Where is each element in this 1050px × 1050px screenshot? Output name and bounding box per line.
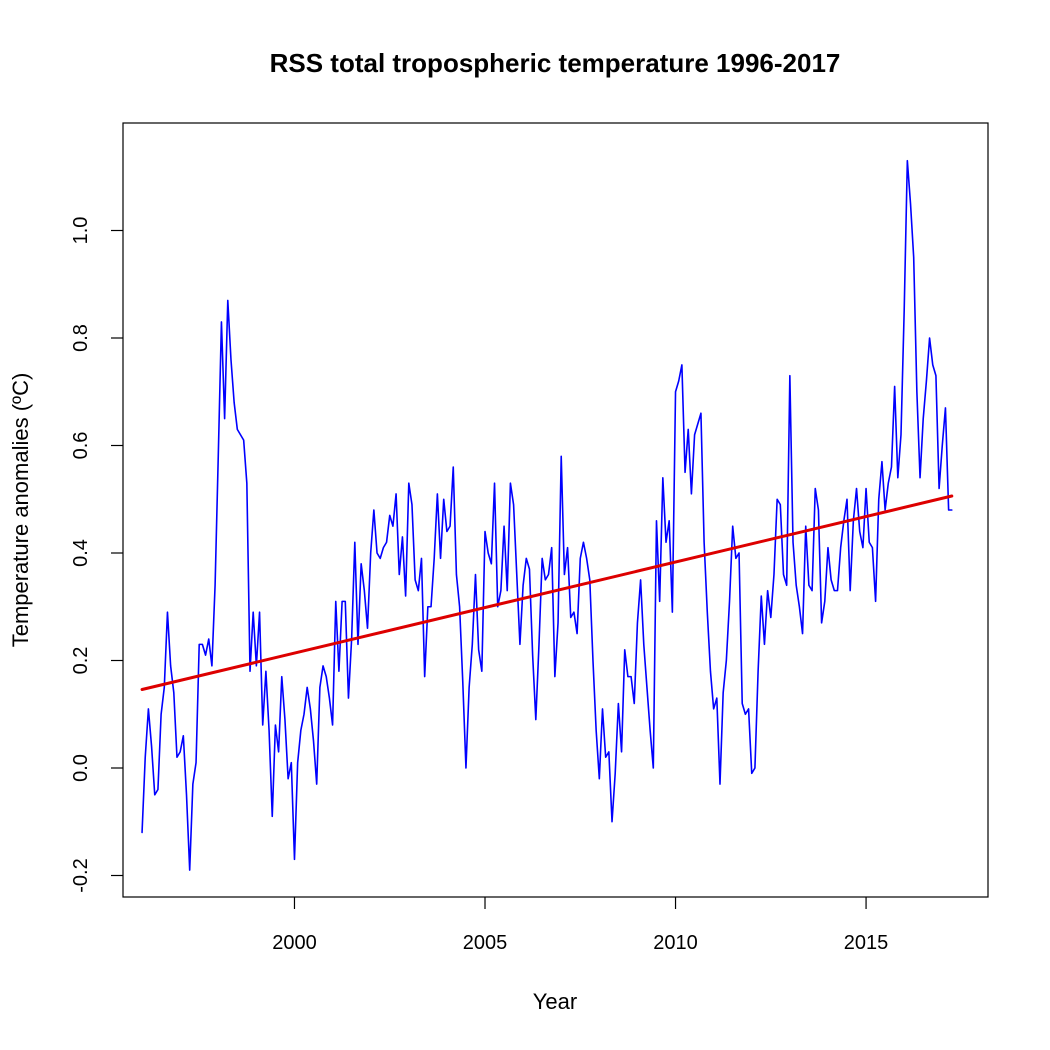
- series-line-monthly-anomaly: [141, 159, 953, 871]
- x-axis-label: Year: [533, 989, 577, 1014]
- y-tick-label: 0.6: [70, 432, 92, 460]
- plot-area: 2000 2005 2010 2015 -0.2 0.0 0.2 0.4 0.6 0.8 1.0: [70, 122, 989, 954]
- x-tick-label: 2000: [272, 932, 317, 954]
- series-layer: [140, 159, 954, 871]
- plot-frame: [122, 122, 989, 898]
- y-axis-label: Temperature anomalies (ºC): [8, 373, 33, 648]
- x-tick-label: 2015: [844, 932, 889, 954]
- y-axis: -0.2 0.0 0.2 0.4 0.6 0.8 1.0: [70, 217, 123, 893]
- y-tick-label: -0.2: [70, 858, 92, 892]
- y-tick-label: 1.0: [70, 217, 92, 245]
- y-tick-label: 0.2: [70, 647, 92, 675]
- x-axis: 2000 2005 2010 2015: [272, 897, 888, 954]
- y-tick-label: 0.0: [70, 754, 92, 782]
- series-line-linear-trend: [140, 494, 954, 692]
- y-tick-label: 0.4: [70, 539, 92, 567]
- y-tick-label: 0.8: [70, 324, 92, 352]
- x-tick-label: 2010: [653, 932, 698, 954]
- chart-title: RSS total tropospheric temperature 1996-…: [270, 48, 841, 78]
- x-tick-label: 2005: [463, 932, 508, 954]
